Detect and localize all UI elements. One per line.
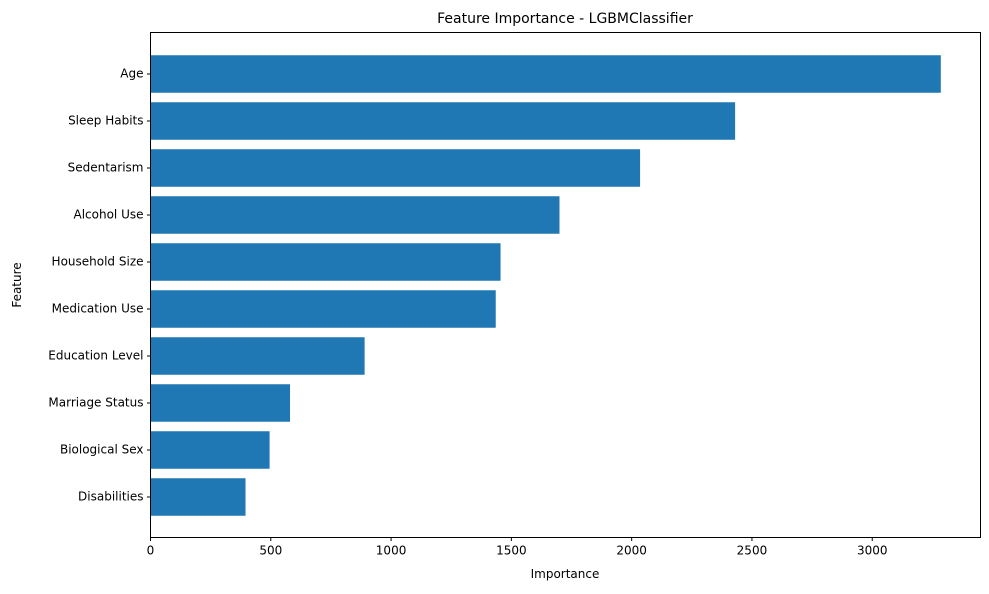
bar-sedentarism	[150, 149, 641, 187]
x-tick-label: 1500	[496, 544, 527, 558]
bar-sleep-habits	[150, 102, 736, 140]
chart-title: Feature Importance - LGBMClassifier	[437, 11, 693, 27]
bar-alcohol-use	[150, 196, 560, 234]
x-tick-label: 1000	[376, 544, 407, 558]
y-ticks-group: Age Sleep Habits Sedentarism Alcohol Use Hou…	[48, 67, 151, 504]
bar-disabilities	[150, 478, 246, 516]
bars-group	[150, 55, 941, 516]
y-tick-label: Sleep Habits	[68, 114, 143, 128]
y-tick-label: Disabilities	[78, 490, 143, 504]
y-tick-label: Marriage Status	[48, 396, 143, 410]
y-tick-label: Alcohol Use	[74, 208, 144, 222]
plot-frame	[150, 32, 981, 538]
y-tick-label: Medication Use	[52, 302, 144, 316]
y-axis-label: Feature	[10, 262, 24, 307]
y-tick-label: Household Size	[52, 255, 144, 269]
bar-marriage-status	[150, 384, 291, 422]
x-tick-label: 2000	[616, 544, 647, 558]
y-tick-label: Age	[120, 67, 143, 81]
y-tick-label: Education Level	[48, 349, 143, 363]
bar-medication-use	[150, 290, 496, 328]
bar-age	[150, 55, 941, 93]
x-ticks-group: 0 500 1000 1500 2000 2500 3000	[147, 537, 888, 558]
x-tick-label: 2500	[737, 544, 768, 558]
x-axis-label: Importance	[531, 567, 600, 581]
x-tick-label: 0	[147, 544, 155, 558]
y-tick-label: Biological Sex	[60, 443, 144, 457]
bar-biological-sex	[150, 431, 270, 469]
x-tick-label: 500	[259, 544, 282, 558]
bar-education-level	[150, 337, 365, 375]
y-tick-label: Sedentarism	[68, 161, 144, 175]
x-tick-label: 3000	[857, 544, 888, 558]
bar-household-size	[150, 243, 501, 281]
